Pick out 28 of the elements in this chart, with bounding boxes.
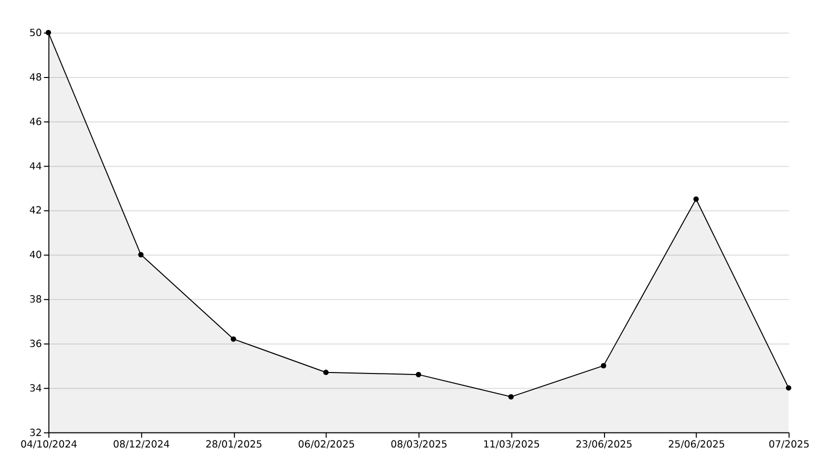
x-tick-label: 08/12/2024 xyxy=(112,440,170,451)
y-tick-label: 38 xyxy=(29,294,42,306)
x-tick-label: 04/10/2024 xyxy=(20,440,78,451)
x-tick-label: 25/06/2025 xyxy=(668,440,725,451)
point xyxy=(323,370,329,376)
x-tick-label: 23/06/2025 xyxy=(576,440,632,451)
point xyxy=(508,394,514,400)
y-tick-label: 32 xyxy=(29,428,42,439)
point xyxy=(138,252,144,258)
y-tick-label: 48 xyxy=(29,72,42,84)
point xyxy=(786,385,792,391)
point xyxy=(230,336,236,342)
x-tick-label: 28/01/2025 xyxy=(206,440,262,451)
y-tick-label: 44 xyxy=(29,161,42,172)
point xyxy=(416,372,422,378)
point xyxy=(693,196,699,202)
x-tick-label: 08/03/2025 xyxy=(390,440,448,451)
y-tick-label: 40 xyxy=(29,250,42,262)
x-tick-label: 07/2025 xyxy=(768,440,810,451)
point xyxy=(46,30,52,36)
y-tick-label: 34 xyxy=(29,383,42,394)
y-tick-label: 50 xyxy=(29,28,42,40)
y-tick-label: 46 xyxy=(29,116,42,128)
point xyxy=(600,362,606,368)
x-tick-label: 11/03/2025 xyxy=(483,440,540,451)
y-tick-label: 36 xyxy=(29,338,42,350)
y-tick-label: 42 xyxy=(29,206,42,217)
x-tick-label: 06/02/2025 xyxy=(298,440,355,451)
